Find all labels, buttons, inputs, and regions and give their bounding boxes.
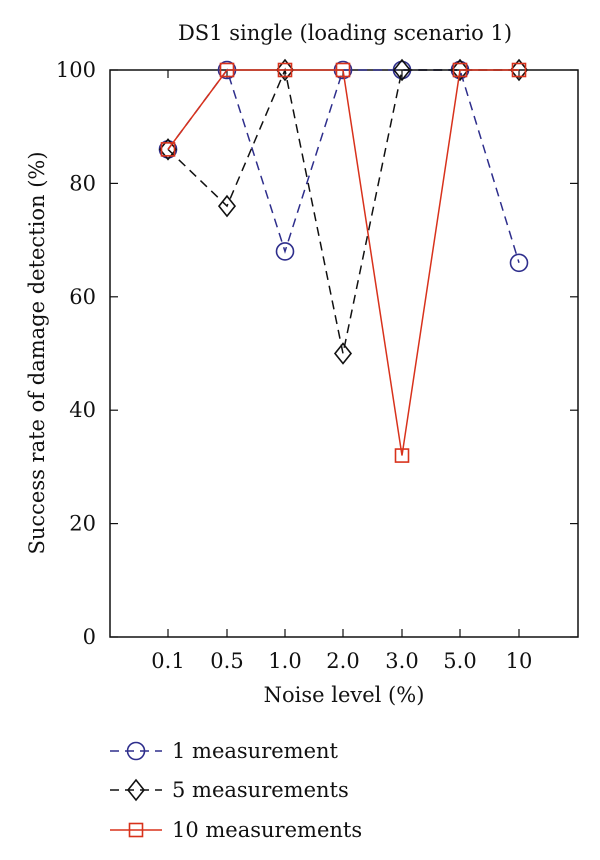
square-marker bbox=[394, 448, 410, 463]
x-tick-label: 5.0 bbox=[443, 649, 476, 673]
legend-label: 5 measurements bbox=[172, 778, 349, 802]
diamond-marker bbox=[217, 194, 237, 218]
x-tick-label: 0.5 bbox=[210, 649, 243, 673]
diamond-marker bbox=[450, 58, 470, 82]
series-line bbox=[167, 69, 519, 456]
diamond-marker bbox=[158, 138, 178, 161]
legend-label: 10 measurements bbox=[172, 818, 362, 842]
x-tick-label: 0.1 bbox=[151, 649, 184, 673]
square-marker bbox=[452, 62, 468, 78]
x-axis: 0.1 0.5 1.0 2.0 3.0 5.0 10 bbox=[151, 70, 532, 673]
plot-frame bbox=[109, 69, 579, 638]
x-tick-label: 3.0 bbox=[385, 649, 418, 673]
x-tick-label: 2.0 bbox=[326, 649, 359, 673]
legend-square-marker bbox=[128, 822, 144, 838]
series-0 bbox=[158, 60, 529, 273]
circle-marker bbox=[509, 253, 529, 273]
legend-circle-marker bbox=[126, 741, 146, 761]
series-2 bbox=[160, 62, 527, 463]
square-marker bbox=[511, 62, 527, 78]
legend-diamond-marker bbox=[126, 778, 146, 802]
diamond-marker bbox=[509, 58, 529, 82]
series-line bbox=[167, 68, 520, 263]
y-tick-label: 20 bbox=[69, 512, 96, 536]
x-tick-label: 1.0 bbox=[268, 649, 301, 673]
x-tick-label: 10 bbox=[506, 649, 533, 673]
square-marker bbox=[335, 62, 351, 78]
chart-title: DS1 single (loading scenario 1) bbox=[178, 21, 512, 45]
y-axis: 0 20 40 60 80 100 bbox=[56, 58, 578, 649]
square-marker bbox=[219, 62, 235, 78]
series-line bbox=[167, 67, 519, 354]
square-marker bbox=[277, 62, 293, 78]
x-axis-label: Noise level (%) bbox=[264, 683, 425, 707]
square-marker bbox=[160, 142, 176, 157]
y-tick-label: 40 bbox=[69, 398, 96, 422]
legend: 1 measurement 5 measurements 10 measuremen… bbox=[110, 739, 362, 842]
diamond-marker bbox=[275, 58, 295, 82]
y-tick-label: 100 bbox=[56, 58, 96, 82]
series-layer bbox=[158, 58, 529, 463]
series-1 bbox=[158, 58, 529, 365]
diamond-marker bbox=[392, 58, 412, 82]
circle-marker bbox=[275, 242, 295, 261]
y-axis-label: Success rate of damage detection (%) bbox=[25, 151, 49, 554]
legend-label: 1 measurement bbox=[172, 739, 339, 763]
diamond-marker bbox=[333, 342, 353, 365]
y-tick-label: 80 bbox=[69, 171, 96, 195]
y-tick-label: 60 bbox=[69, 285, 96, 309]
y-tick-label: 0 bbox=[83, 625, 96, 649]
